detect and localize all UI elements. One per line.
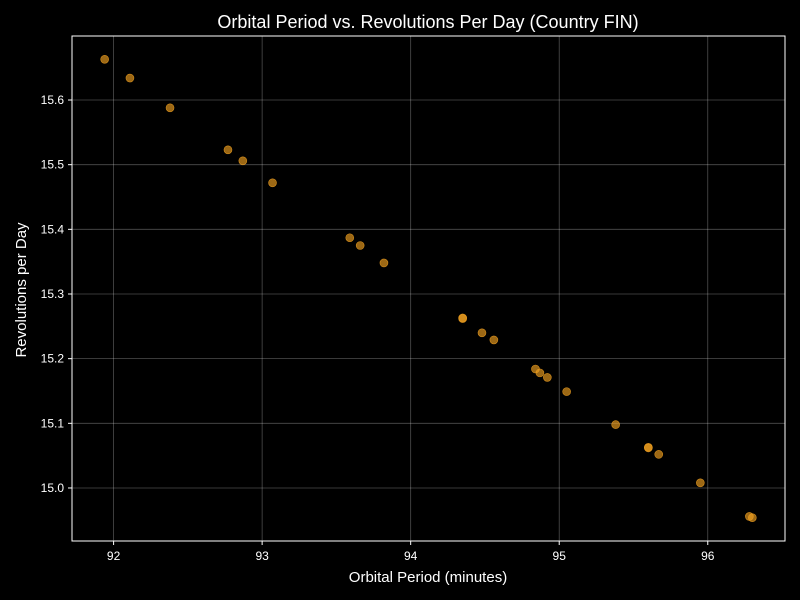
data-point (100, 54, 109, 64)
data-point (345, 233, 355, 243)
data-point (477, 328, 487, 338)
x-tick-label: 94 (404, 549, 418, 563)
x-tick-label: 96 (701, 549, 715, 563)
data-point (543, 373, 552, 382)
x-axis-label: Orbital Period (minutes) (349, 569, 507, 586)
chart-title: Orbital Period vs. Revolutions Per Day (… (217, 12, 638, 32)
data-point (489, 335, 499, 345)
data-point (696, 478, 705, 488)
data-point (611, 420, 620, 429)
y-tick-label: 15.4 (41, 222, 65, 236)
grid-layer (72, 36, 785, 541)
data-point (644, 443, 653, 453)
data-point (562, 387, 571, 396)
plot-frame (71, 35, 786, 542)
data-point (223, 145, 233, 155)
data-point (238, 156, 248, 166)
ticks-layer: 92 93 94 95 96 15.0 15.1 15.2 15.3 15.4 15.5 15.6 (41, 93, 715, 563)
y-tick-label: 15.6 (41, 93, 65, 107)
y-tick-label: 15.3 (41, 287, 65, 301)
y-tick-label: 15.2 (41, 352, 65, 366)
data-point (654, 450, 664, 459)
data-point (125, 73, 135, 83)
y-tick-label: 15.1 (41, 416, 65, 430)
x-tick-label: 93 (255, 549, 269, 563)
data-point (458, 314, 467, 323)
data-point (165, 103, 175, 113)
x-tick-label: 92 (107, 549, 121, 563)
data-point (535, 368, 545, 378)
data-point (379, 258, 389, 268)
data-point (355, 241, 365, 250)
y-tick-label: 15.0 (41, 481, 65, 495)
points-layer (100, 54, 757, 523)
y-axis-label: Revolutions per Day (13, 222, 30, 358)
x-tick-label: 95 (553, 549, 567, 563)
data-point (268, 178, 277, 188)
y-tick-label: 15.5 (41, 158, 65, 172)
data-point (748, 513, 757, 523)
